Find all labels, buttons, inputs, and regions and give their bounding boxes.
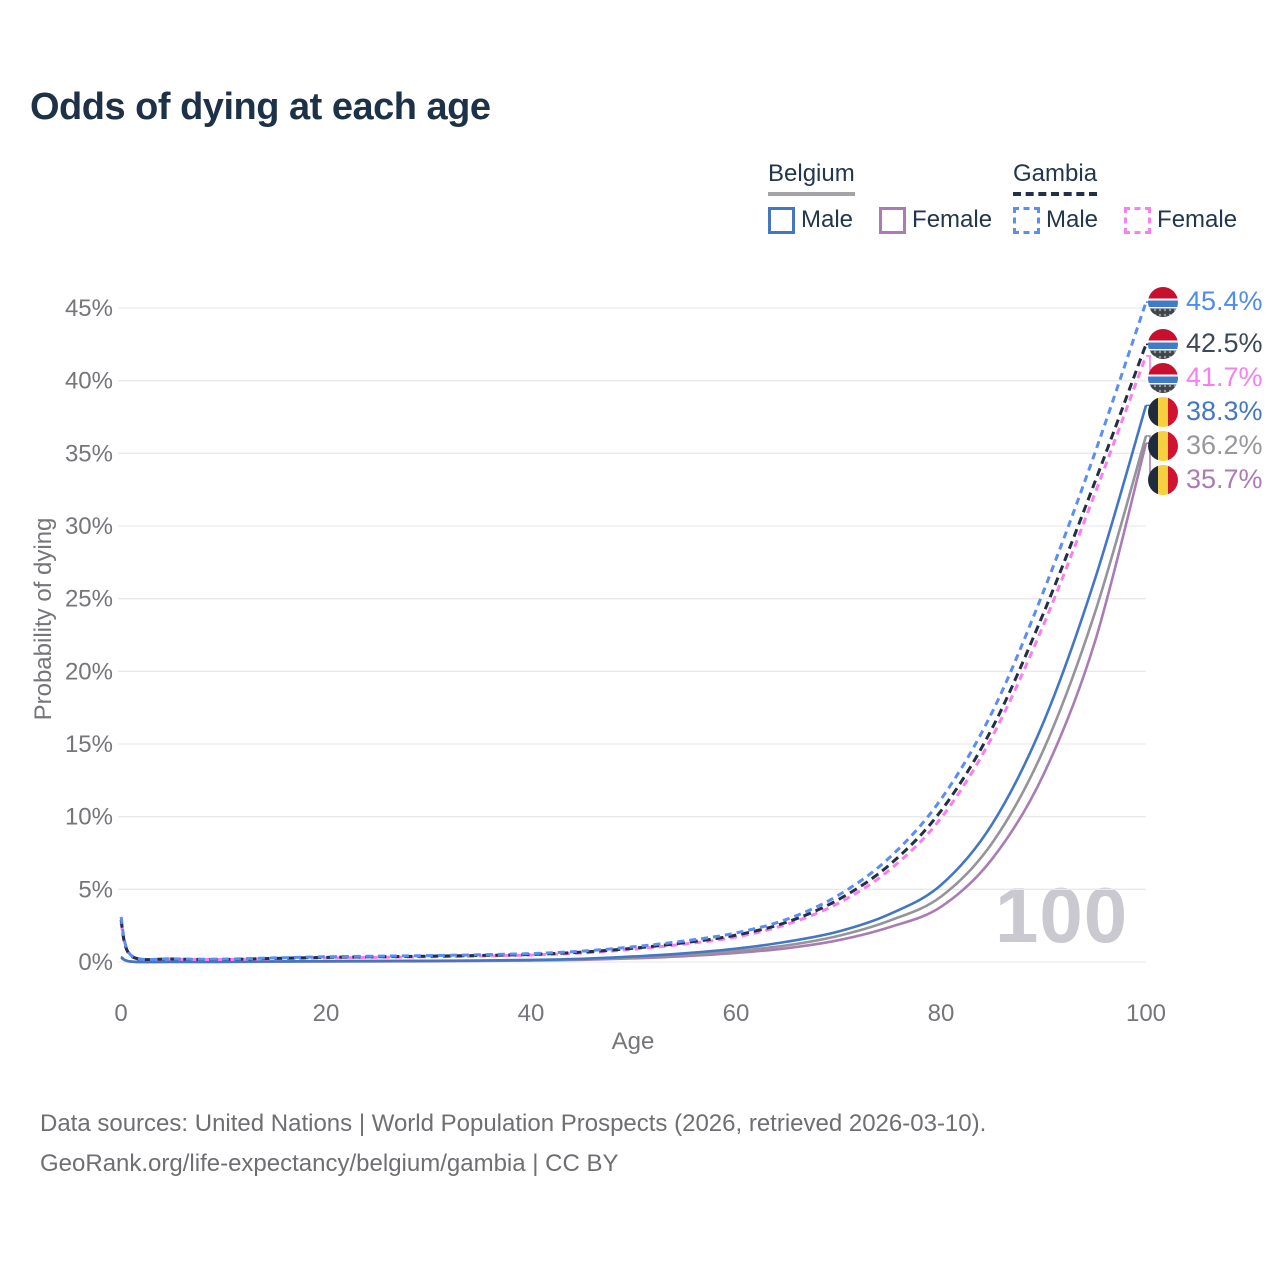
- end-label-belgium-both-sexes: 36.2%: [1148, 430, 1263, 461]
- series-line-belgium-both-sexes: [120, 435, 1148, 964]
- x-tick-label: 40: [518, 1000, 545, 1027]
- footer: Data sources: United Nations | World Pop…: [40, 1104, 986, 1184]
- gambia-flag-icon: [1148, 362, 1178, 393]
- y-tick-label: 30%: [65, 513, 113, 540]
- belgium-flag-icon: [1148, 396, 1178, 427]
- age-watermark: 100: [995, 871, 1129, 959]
- series-line-gambia-female: [119, 355, 1148, 962]
- page-title: Odds of dying at each age: [30, 86, 491, 128]
- legend-group-gambia: Gambia Male Female: [1013, 160, 1255, 234]
- end-label-value: 41.7%: [1186, 362, 1263, 393]
- series-line-gambia-male: [119, 301, 1148, 962]
- legend-label: Female: [912, 206, 993, 233]
- gambia-flag-icon: [1148, 286, 1178, 317]
- legend-label: Female: [1157, 206, 1238, 233]
- y-tick-label: 0%: [78, 949, 113, 976]
- end-label-value: 35.7%: [1186, 464, 1263, 495]
- legend-label: Male: [1046, 206, 1099, 233]
- legend-item-gambia-female[interactable]: Female: [1124, 206, 1237, 234]
- x-tick-label: 20: [313, 1000, 340, 1027]
- legend-item-belgium-male[interactable]: Male: [768, 206, 853, 234]
- y-tick-label: 45%: [65, 295, 113, 322]
- end-label-gambia-both-sexes: 42.5%: [1148, 328, 1263, 359]
- end-label-gambia-male: 45.4%: [1148, 286, 1263, 317]
- gambia-male-swatch-icon: [1013, 206, 1040, 234]
- y-tick-label: 20%: [65, 658, 113, 685]
- y-axis-title: Probability of dying: [30, 517, 57, 721]
- y-tick-label: 10%: [65, 804, 113, 831]
- y-tick-label: 40%: [65, 368, 113, 395]
- end-label-value: 36.2%: [1186, 430, 1263, 461]
- y-tick-label: 15%: [65, 731, 113, 758]
- belgium-male-swatch-icon: [768, 206, 795, 234]
- end-label-value: 38.3%: [1186, 396, 1263, 427]
- x-axis-title: Age: [611, 1028, 655, 1055]
- end-label-belgium-male: 38.3%: [1148, 396, 1263, 427]
- legend-country-belgium[interactable]: Belgium: [768, 160, 855, 196]
- end-label-value: 42.5%: [1186, 328, 1263, 359]
- legend-label: Male: [801, 206, 854, 233]
- x-tick-label: 0: [114, 1000, 127, 1027]
- x-tick-label: 60: [723, 1000, 750, 1027]
- legend-country-gambia[interactable]: Gambia: [1013, 160, 1098, 196]
- belgium-female-swatch-icon: [879, 206, 907, 234]
- belgium-flag-icon: [1148, 430, 1178, 461]
- legend-item-gambia-male[interactable]: Male: [1013, 206, 1098, 234]
- x-tick-label: 100: [1126, 1000, 1166, 1027]
- gambia-female-swatch-icon: [1124, 206, 1152, 234]
- series-line-belgium-male: [120, 405, 1148, 964]
- legend-item-belgium-female[interactable]: Female: [879, 206, 992, 234]
- belgium-flag-icon: [1148, 464, 1178, 495]
- y-tick-label: 5%: [78, 876, 113, 903]
- footer-sources: Data sources: United Nations | World Pop…: [40, 1110, 987, 1137]
- series-line-gambia-both-sexes: [119, 343, 1148, 962]
- end-label-gambia-female: 41.7%: [1148, 362, 1263, 393]
- footer-attribution: GeoRank.org/life-expectancy/belgium/gamb…: [40, 1150, 619, 1177]
- legend-group-belgium: Belgium Male Female: [768, 160, 1010, 234]
- y-tick-label: 35%: [65, 440, 113, 467]
- end-label-belgium-female: 35.7%: [1148, 464, 1263, 495]
- end-label-value: 45.4%: [1186, 286, 1263, 317]
- series-line-belgium-female: [120, 442, 1148, 964]
- gambia-flag-icon: [1148, 328, 1178, 359]
- x-tick-label: 80: [928, 1000, 955, 1027]
- y-tick-label: 25%: [65, 586, 113, 613]
